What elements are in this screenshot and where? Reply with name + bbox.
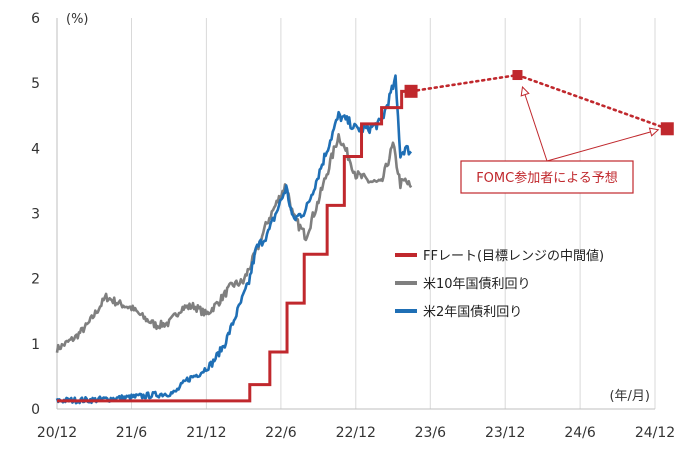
axes: [56, 18, 655, 410]
ff-rate-line: [57, 89, 412, 403]
fomc-annotation: FOMC参加者による予想: [460, 85, 660, 194]
y-tick-label: 2: [31, 272, 40, 288]
legend-label: FFレート(目標レンジの中間値): [423, 248, 604, 264]
x-tick-label: 20/12: [37, 425, 77, 441]
legend-label: 米10年国債利回り: [423, 277, 531, 292]
x-tick-label: 24/6: [564, 425, 596, 441]
y-axis-ticks: 0 1 2 3 4 5 6: [31, 11, 40, 418]
arrow-head: [648, 127, 660, 137]
x-tick-label: 23/12: [485, 425, 525, 441]
fomc-marker: [512, 70, 523, 81]
arrow-head: [520, 85, 530, 97]
x-axis-ticks: 20/12 21/6 21/12 22/6 22/12 23/6 23/12 24/6 24/1…: [37, 425, 675, 441]
annotation-arrow: [521, 86, 548, 162]
x-axis-unit: (年/月): [609, 389, 650, 404]
y-tick-label: 4: [31, 141, 40, 157]
y-tick-label: 6: [31, 11, 40, 27]
legend-label: 米2年国債利回り: [423, 305, 522, 320]
annotation-arrow: [546, 129, 659, 162]
y-tick-label: 5: [31, 76, 40, 92]
y-axis-unit: (%): [66, 12, 89, 27]
x-tick-label: 21/6: [116, 425, 148, 441]
annotation-box: [460, 160, 634, 194]
gridlines: [130, 18, 656, 409]
x-tick-label: 22/6: [265, 425, 297, 441]
fomc-projection-line: [409, 73, 669, 131]
x-tick-label: 22/12: [336, 425, 376, 441]
y-tick-label: 0: [31, 402, 40, 418]
x-tick-label: 21/12: [186, 425, 226, 441]
x-tick-label: 23/6: [415, 425, 447, 441]
y-tick-label: 3: [31, 207, 40, 223]
y-tick-label: 1: [31, 337, 40, 353]
fomc-marker: [404, 84, 418, 98]
fomc-marker: [660, 122, 674, 136]
us10y-yield-line: [55, 133, 413, 353]
x-tick-label: 24/12: [635, 425, 675, 441]
us2y-yield-line: [55, 74, 413, 405]
series-layer: [55, 70, 674, 405]
annotation-label: FOMC参加者による予想: [476, 170, 618, 186]
